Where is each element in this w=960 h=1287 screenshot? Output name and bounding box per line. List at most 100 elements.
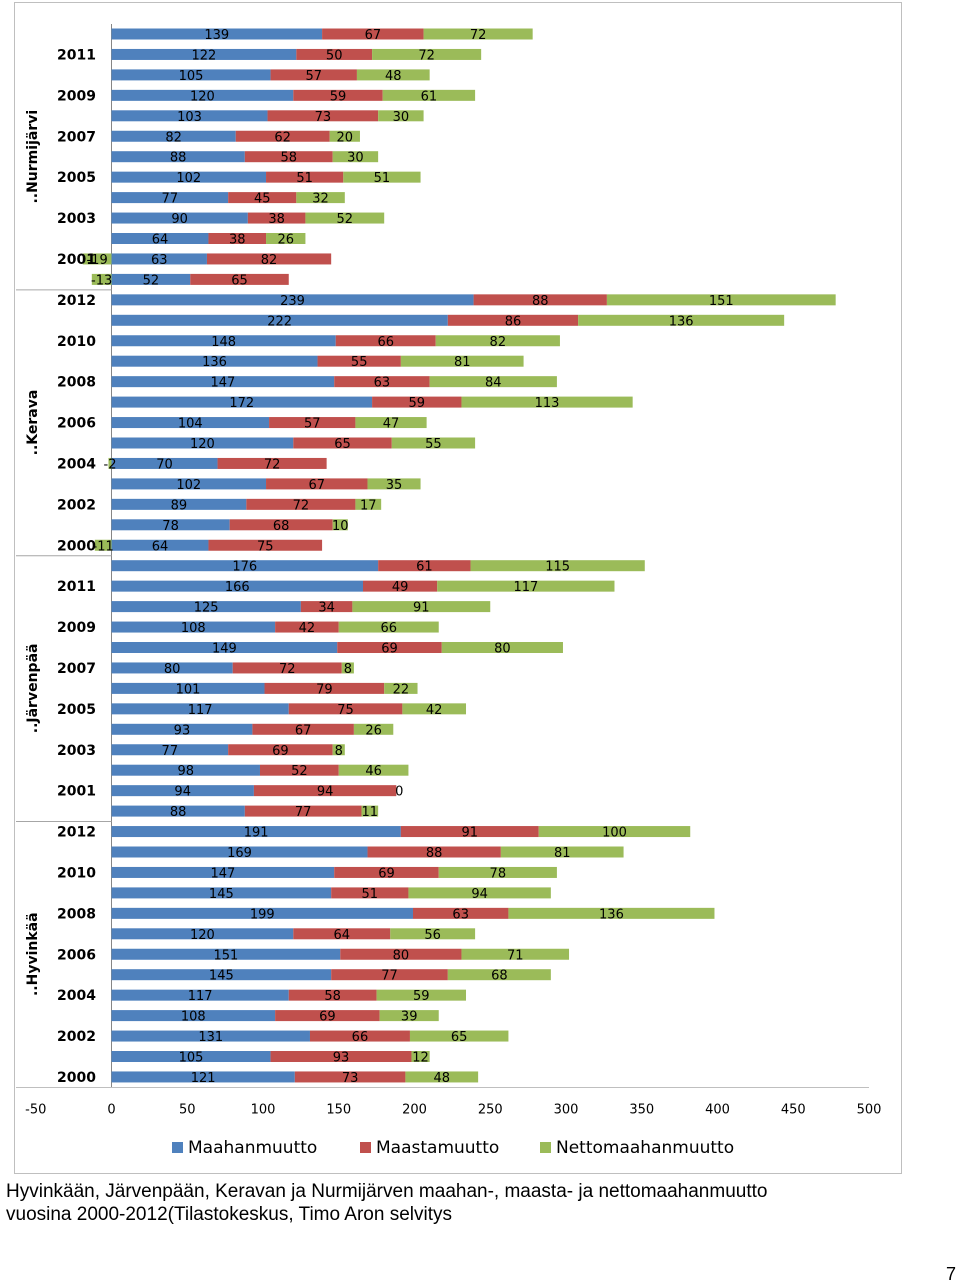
data-label-maahan: 120 bbox=[190, 928, 215, 943]
data-label-maahan: 88 bbox=[170, 151, 187, 166]
year-label: 2012 bbox=[57, 293, 96, 309]
x-tick-label: 50 bbox=[179, 1102, 196, 1117]
data-label-maahan: 104 bbox=[178, 417, 203, 432]
bar-netto bbox=[461, 396, 633, 408]
year-label: 2007 bbox=[57, 661, 96, 677]
bar-netto bbox=[91, 273, 112, 285]
data-label-maasta: 63 bbox=[452, 907, 469, 922]
bar-maahan bbox=[111, 457, 218, 469]
legend-label-2: Maastamuutto bbox=[376, 1138, 499, 1158]
data-label-maahan: 93 bbox=[174, 723, 191, 738]
bar-maahan bbox=[111, 744, 229, 756]
data-label-netto: 51 bbox=[374, 171, 391, 186]
bar-maasta bbox=[447, 314, 579, 326]
bar-netto bbox=[266, 233, 306, 244]
bar-maasta bbox=[372, 396, 462, 408]
bar-netto bbox=[329, 130, 360, 142]
data-label-maasta: 91 bbox=[462, 826, 479, 841]
data-label-maahan: 80 bbox=[164, 662, 181, 677]
bar-maasta bbox=[288, 989, 377, 1001]
bar-maasta bbox=[362, 580, 438, 592]
data-label-maasta: 34 bbox=[318, 601, 335, 616]
data-label-maahan: 148 bbox=[211, 335, 236, 350]
data-label-maasta: 93 bbox=[333, 1051, 350, 1066]
data-label-maahan: 172 bbox=[229, 396, 254, 411]
data-label-maasta: 59 bbox=[330, 89, 347, 104]
data-label-netto: 80 bbox=[494, 642, 511, 657]
data-label-maahan: 52 bbox=[143, 273, 160, 288]
x-tick-label: 200 bbox=[402, 1102, 427, 1117]
data-label-netto: 81 bbox=[554, 846, 571, 861]
bar-maasta bbox=[293, 437, 392, 449]
group-label-4: ..Hyvinkää bbox=[25, 912, 41, 996]
x-tick-label: 300 bbox=[554, 1102, 579, 1117]
bar-netto bbox=[338, 764, 409, 776]
group-label-2: ..Kerava bbox=[25, 390, 41, 456]
bar-maasta bbox=[228, 192, 297, 204]
data-label-maahan: 121 bbox=[191, 1071, 216, 1086]
group-label-3: ..Järvenpää bbox=[25, 644, 41, 734]
bar-maahan bbox=[111, 907, 413, 919]
year-label: 2002 bbox=[57, 497, 96, 513]
data-label-maasta: 65 bbox=[334, 437, 351, 452]
data-label-netto: 84 bbox=[485, 376, 502, 391]
bar-maasta bbox=[275, 1010, 380, 1022]
data-label-netto: 48 bbox=[385, 69, 402, 84]
data-label-netto: 17 bbox=[360, 498, 377, 513]
bar-maahan bbox=[111, 785, 254, 797]
data-label-netto: 65 bbox=[451, 1030, 468, 1045]
bar-maahan bbox=[111, 151, 245, 163]
data-label-netto: 10 bbox=[332, 519, 349, 534]
data-label-maasta: 38 bbox=[268, 212, 285, 227]
bar-maahan bbox=[111, 764, 260, 776]
chart-frame bbox=[14, 2, 902, 1174]
bar-maasta bbox=[331, 887, 409, 899]
data-label-maasta: 52 bbox=[291, 764, 308, 779]
bar-netto bbox=[332, 151, 379, 163]
bar-netto bbox=[305, 212, 385, 224]
bar-maahan bbox=[111, 519, 230, 531]
year-label: 2001 bbox=[57, 252, 96, 268]
bar-maahan bbox=[111, 1030, 310, 1042]
bar-netto bbox=[94, 539, 112, 551]
bar-netto bbox=[382, 89, 476, 101]
bar-netto bbox=[376, 989, 467, 1001]
data-label-maasta: 86 bbox=[505, 314, 522, 329]
bar-netto bbox=[408, 887, 551, 899]
data-label-maahan: 94 bbox=[174, 785, 191, 800]
data-label-maahan: 122 bbox=[192, 48, 217, 63]
data-label-maahan: 176 bbox=[232, 560, 257, 575]
bar-maahan bbox=[111, 846, 368, 858]
data-label-netto: 151 bbox=[709, 294, 734, 309]
data-label-netto: 52 bbox=[337, 212, 354, 227]
bar-netto bbox=[508, 907, 715, 919]
data-label-netto: 46 bbox=[365, 764, 382, 779]
bar-maasta bbox=[235, 130, 330, 142]
data-label-maahan: 222 bbox=[267, 314, 292, 329]
bar-maahan bbox=[111, 294, 474, 306]
bar-netto bbox=[470, 560, 645, 572]
data-label-maasta: 67 bbox=[365, 28, 382, 43]
data-label-netto: 55 bbox=[425, 437, 442, 452]
bar-maasta bbox=[335, 335, 436, 347]
bar-netto bbox=[341, 662, 354, 674]
bar-maasta bbox=[473, 294, 607, 306]
legend-swatch-2 bbox=[360, 1142, 371, 1153]
bar-netto bbox=[435, 335, 560, 347]
group-label-1: ..Nurmijärvi bbox=[25, 110, 41, 204]
bar-netto bbox=[356, 69, 430, 81]
bar-maasta bbox=[244, 805, 362, 817]
bar-netto bbox=[367, 478, 421, 490]
data-label-netto: 30 bbox=[347, 151, 364, 166]
bar-maasta bbox=[246, 498, 356, 510]
data-label-maahan: 166 bbox=[225, 580, 250, 595]
data-label-netto: 20 bbox=[337, 130, 354, 145]
year-label: 2011 bbox=[57, 579, 96, 595]
data-label-maahan: 105 bbox=[179, 1051, 204, 1066]
bar-maahan bbox=[111, 314, 448, 326]
bar-maasta bbox=[232, 662, 342, 674]
bar-maahan bbox=[111, 601, 301, 613]
bar-maasta bbox=[228, 744, 333, 756]
data-label-netto: 71 bbox=[507, 948, 524, 963]
data-label-maasta: 66 bbox=[352, 1030, 369, 1045]
